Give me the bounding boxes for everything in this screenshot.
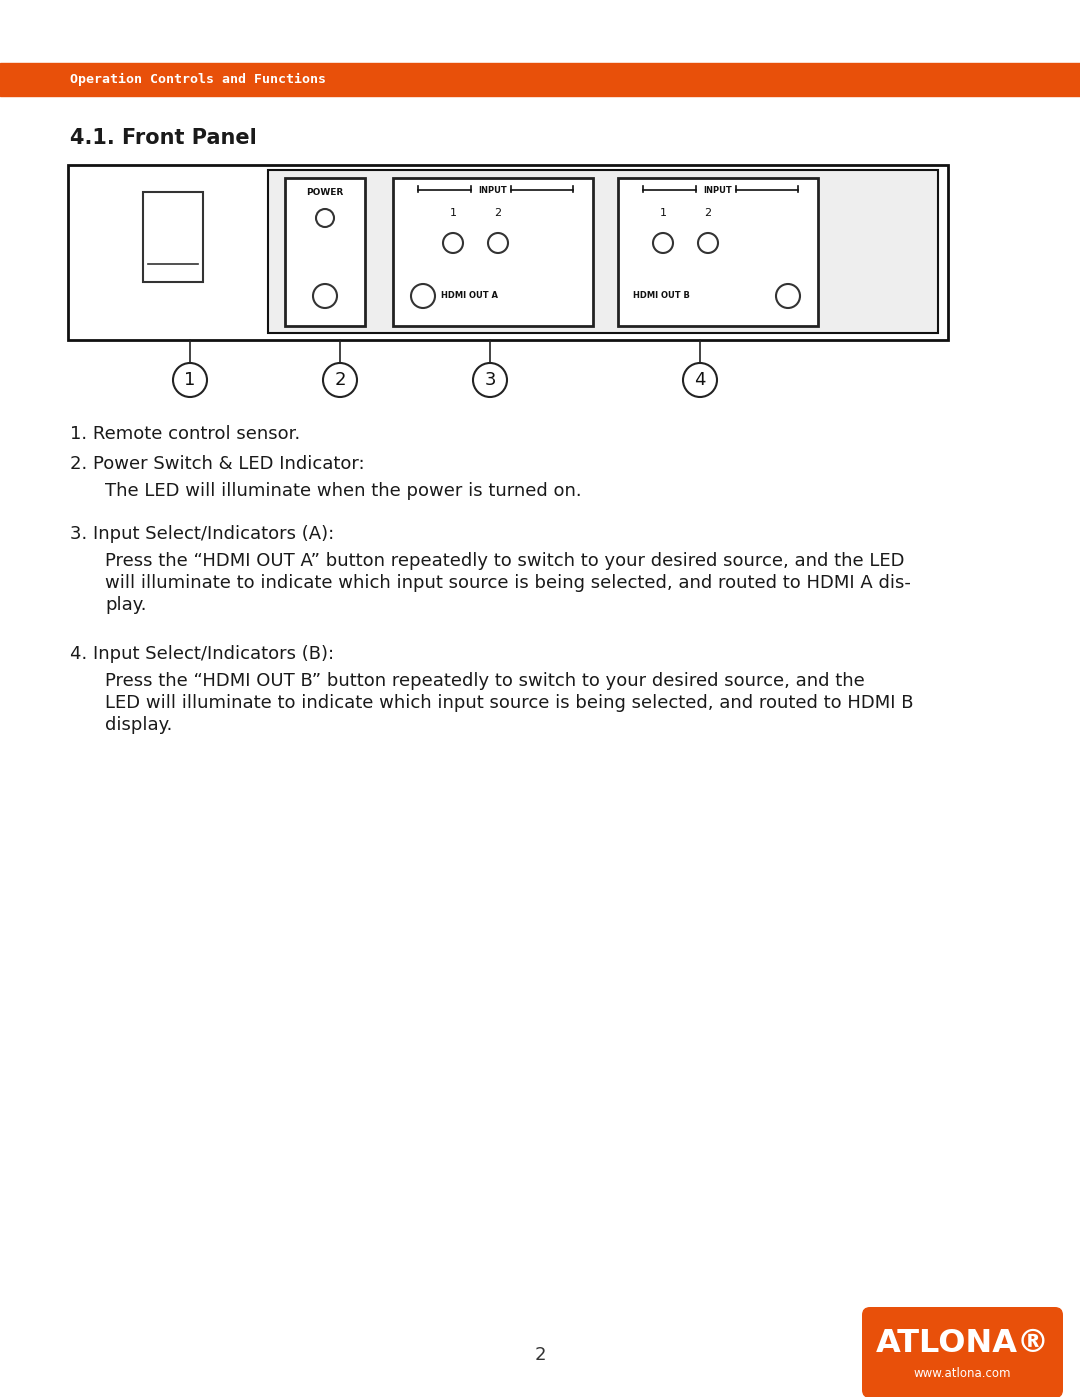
Bar (393, 177, 593, 326)
Text: 3: 3 (484, 372, 496, 388)
Text: display.: display. (105, 717, 173, 733)
Circle shape (473, 363, 507, 397)
Text: 1. Remote control sensor.: 1. Remote control sensor. (70, 425, 300, 443)
Bar (268, 170, 939, 332)
Text: Press the “HDMI OUT A” button repeatedly to switch to your desired source, and t: Press the “HDMI OUT A” button repeatedly… (105, 552, 905, 570)
Text: 4.1. Front Panel: 4.1. Front Panel (70, 129, 257, 148)
Text: INPUT: INPUT (478, 186, 508, 196)
Text: 4. Input Select/Indicators (B):: 4. Input Select/Indicators (B): (70, 645, 334, 664)
Bar (143, 191, 203, 282)
Circle shape (316, 210, 334, 226)
Text: www.atlona.com: www.atlona.com (914, 1368, 1011, 1380)
Text: 1: 1 (185, 372, 195, 388)
Text: play.: play. (105, 597, 147, 615)
Circle shape (653, 233, 673, 253)
Text: INPUT: INPUT (704, 186, 732, 196)
Text: 1: 1 (449, 208, 457, 218)
Text: POWER: POWER (307, 189, 343, 197)
Text: The LED will illuminate when the power is turned on.: The LED will illuminate when the power i… (105, 482, 582, 500)
Circle shape (777, 284, 800, 307)
Circle shape (313, 284, 337, 307)
Text: 1: 1 (660, 208, 666, 218)
Bar (68, 165, 948, 339)
Text: LED will illuminate to indicate which input source is being selected, and routed: LED will illuminate to indicate which in… (105, 694, 914, 712)
Circle shape (323, 363, 357, 397)
Bar (285, 177, 365, 326)
Circle shape (411, 284, 435, 307)
Bar (618, 177, 818, 326)
Circle shape (488, 233, 508, 253)
Text: 4: 4 (694, 372, 705, 388)
Text: HDMI OUT A: HDMI OUT A (441, 292, 498, 300)
Text: 2: 2 (334, 372, 346, 388)
Text: will illuminate to indicate which input source is being selected, and routed to : will illuminate to indicate which input … (105, 574, 910, 592)
Text: 2: 2 (535, 1345, 545, 1363)
Text: 2: 2 (495, 208, 501, 218)
Text: Press the “HDMI OUT B” button repeatedly to switch to your desired source, and t: Press the “HDMI OUT B” button repeatedly… (105, 672, 865, 690)
Text: 2: 2 (704, 208, 712, 218)
Bar (0, 63, 1080, 96)
Text: Operation Controls and Functions: Operation Controls and Functions (70, 73, 326, 87)
Circle shape (683, 363, 717, 397)
Circle shape (173, 363, 207, 397)
Text: HDMI OUT B: HDMI OUT B (633, 292, 690, 300)
Circle shape (443, 233, 463, 253)
Circle shape (698, 233, 718, 253)
Text: 2. Power Switch & LED Indicator:: 2. Power Switch & LED Indicator: (70, 455, 365, 474)
FancyBboxPatch shape (862, 1308, 1063, 1397)
Text: 3. Input Select/Indicators (A):: 3. Input Select/Indicators (A): (70, 525, 334, 543)
Text: ATLONA®: ATLONA® (876, 1329, 1050, 1359)
